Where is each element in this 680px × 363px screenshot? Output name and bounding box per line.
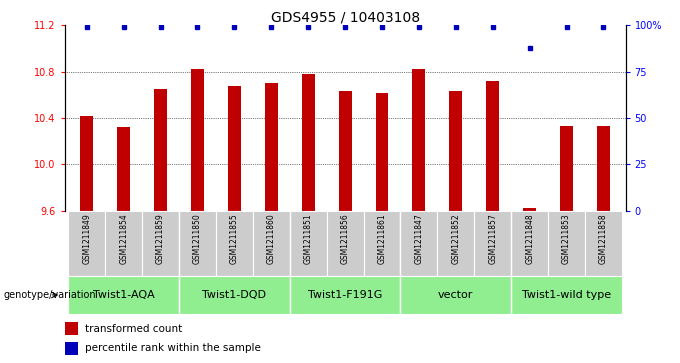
Bar <box>290 211 326 276</box>
Bar <box>523 208 536 211</box>
Bar <box>68 276 179 314</box>
Bar <box>560 126 573 211</box>
Bar <box>375 93 388 211</box>
Text: GSM1211847: GSM1211847 <box>414 213 424 264</box>
Bar <box>253 211 290 276</box>
Text: GSM1211858: GSM1211858 <box>599 213 608 264</box>
Text: vector: vector <box>438 290 473 300</box>
Text: GSM1211848: GSM1211848 <box>525 213 534 264</box>
Bar <box>179 276 290 314</box>
Bar <box>191 69 204 211</box>
Text: GSM1211861: GSM1211861 <box>377 213 386 264</box>
Bar <box>326 211 364 276</box>
Text: genotype/variation: genotype/variation <box>3 290 96 300</box>
Bar <box>265 83 277 211</box>
Bar <box>290 276 401 314</box>
Bar <box>585 211 622 276</box>
Bar <box>228 86 241 211</box>
Bar <box>364 211 401 276</box>
Bar <box>216 211 253 276</box>
Bar <box>179 211 216 276</box>
Bar <box>548 211 585 276</box>
Bar <box>449 91 462 211</box>
Text: GSM1211857: GSM1211857 <box>488 213 497 264</box>
Text: Twist1-AQA: Twist1-AQA <box>92 290 154 300</box>
Text: Twist1-F191G: Twist1-F191G <box>308 290 382 300</box>
Bar <box>154 89 167 211</box>
Text: GSM1211856: GSM1211856 <box>341 213 350 264</box>
Bar <box>105 211 142 276</box>
Bar <box>142 211 179 276</box>
Text: GSM1211860: GSM1211860 <box>267 213 276 264</box>
Bar <box>437 211 474 276</box>
Bar <box>65 322 78 335</box>
Bar <box>413 69 426 211</box>
Bar <box>339 91 352 211</box>
Bar <box>117 127 130 211</box>
Text: GSM1211855: GSM1211855 <box>230 213 239 264</box>
Text: GSM1211849: GSM1211849 <box>82 213 91 264</box>
Bar <box>486 81 499 211</box>
Bar <box>80 116 93 211</box>
Bar <box>511 276 622 314</box>
Text: Twist1-wild type: Twist1-wild type <box>522 290 611 300</box>
Text: GSM1211853: GSM1211853 <box>562 213 571 264</box>
Text: GSM1211854: GSM1211854 <box>119 213 128 264</box>
Text: transformed count: transformed count <box>85 323 182 334</box>
Bar <box>65 342 78 355</box>
Bar <box>511 211 548 276</box>
Text: Twist1-DQD: Twist1-DQD <box>203 290 267 300</box>
Bar <box>474 211 511 276</box>
Bar <box>401 276 511 314</box>
Bar <box>401 211 437 276</box>
Text: percentile rank within the sample: percentile rank within the sample <box>85 343 261 354</box>
Bar <box>302 74 315 211</box>
Text: GSM1211852: GSM1211852 <box>452 213 460 264</box>
Bar <box>597 126 610 211</box>
Text: GSM1211859: GSM1211859 <box>156 213 165 264</box>
Bar <box>68 211 105 276</box>
Text: GSM1211850: GSM1211850 <box>193 213 202 264</box>
Text: GSM1211851: GSM1211851 <box>304 213 313 264</box>
Title: GDS4955 / 10403108: GDS4955 / 10403108 <box>271 10 420 24</box>
